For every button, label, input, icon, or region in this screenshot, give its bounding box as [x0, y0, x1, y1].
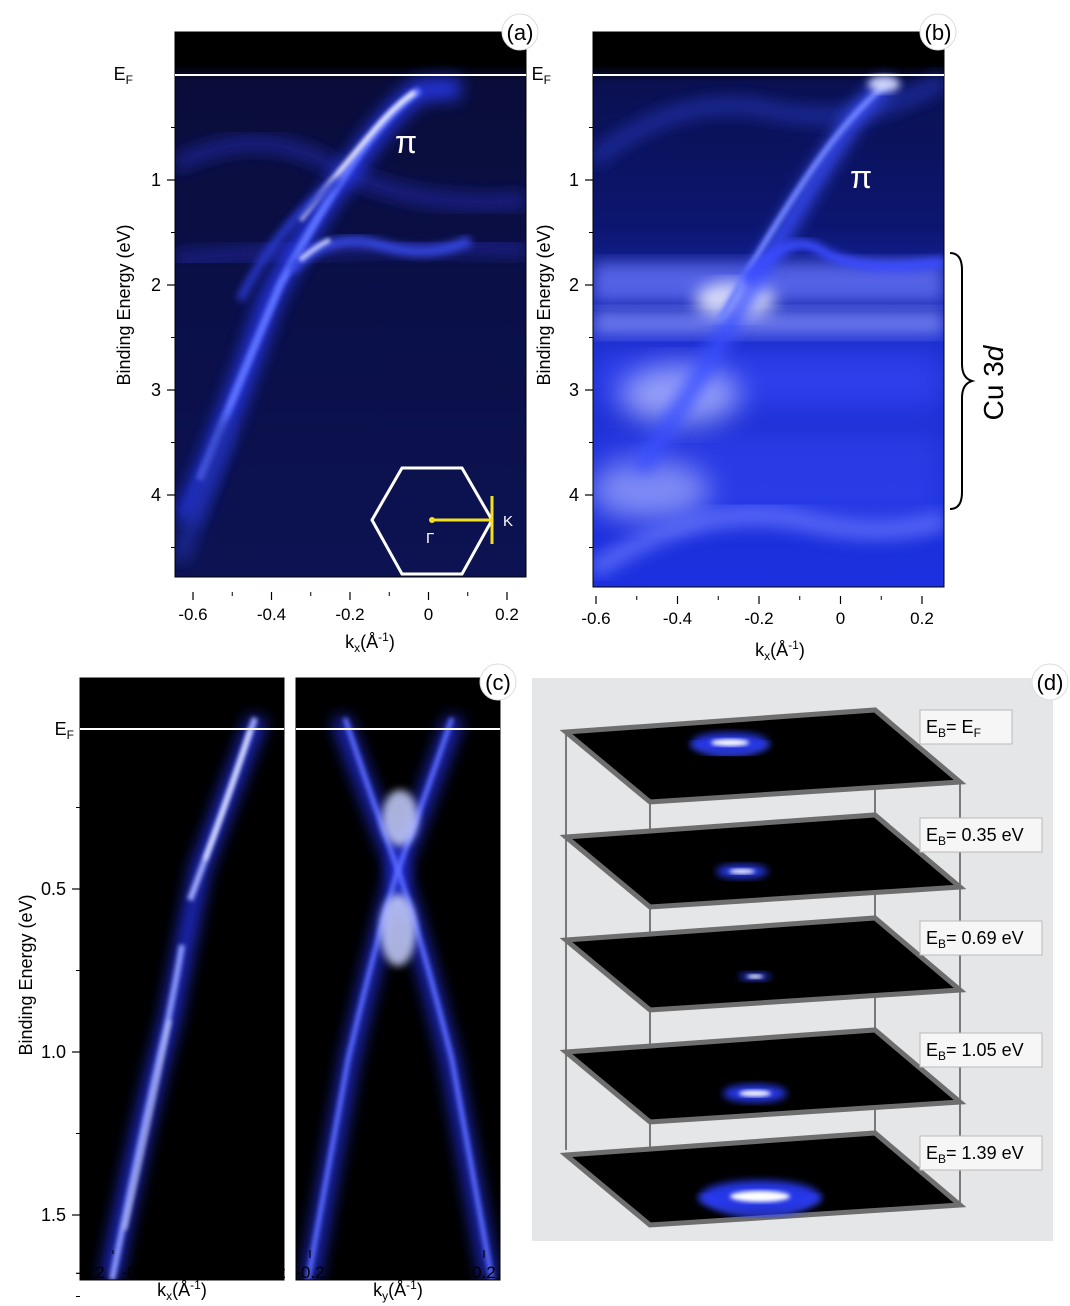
panel-c-right-image [296, 678, 500, 1280]
panel-a-ef-label: EF [114, 64, 133, 87]
x-tick-label: -0.2 [295, 1263, 324, 1282]
slice-label-1: EB= 0.35 eV [919, 817, 1043, 853]
cu3d-bracket [949, 252, 976, 510]
panel-d-letter: (d) [1037, 670, 1064, 695]
panel-c: (c) 0.5 1.0 1.5 EF Binding Energy (eV) -0.… [16, 663, 517, 1303]
panel-c-left-xlabel: kx(Å-1) [157, 1278, 207, 1303]
panel-b-letter-badge [919, 13, 957, 51]
slice-3: EB= 1.05 eV [559, 1027, 1043, 1125]
panel-d: (d) EB= EF EB= 0.35 eV EB= 0.69 eV EB= 1.05… [532, 663, 1069, 1241]
panel-b-x-ticks: -0.6 -0.4 -0.2 0 0.2 [581, 596, 934, 628]
panel-a-xlabel: kx(Å-1) [345, 630, 395, 655]
panel-c-right-x-ticks: -0.2 -0.1 0 0.1 0.2 [295, 1250, 496, 1282]
x-tick-label: 0.2 [910, 609, 934, 628]
panel-a-image [175, 32, 526, 577]
panel-a-band-label: π [395, 124, 417, 160]
y-tick-label: 3 [569, 380, 579, 400]
y-tick-label: 0.5 [41, 879, 66, 899]
x-tick-label: 0 [177, 1263, 186, 1282]
x-tick-label: -0.6 [178, 605, 207, 624]
panel-a-y-ticks: 1 2 3 4 [151, 127, 175, 548]
slice-1: EB= 0.35 eV [559, 812, 1043, 910]
slice-2: EB= 0.69 eV [559, 915, 1043, 1013]
panel-c-right-frame [295, 677, 501, 1281]
x-tick-label: -0.2 [75, 1263, 104, 1282]
panel-a: Γ K π (a) 1 2 3 4 EF Binding Energy (eV) -0… [114, 13, 539, 655]
slice-label-text: EB= EF [926, 717, 981, 740]
y-tick-label: 1.0 [41, 1042, 66, 1062]
panel-a-letter-badge [501, 13, 539, 51]
x-tick-label: 0 [392, 1263, 401, 1282]
x-tick-label: -0.1 [121, 1263, 150, 1282]
x-tick-label: -0.4 [257, 605, 286, 624]
panel-a-frame [174, 31, 527, 578]
x-tick-label: -0.2 [744, 609, 773, 628]
x-tick-label: -0.6 [581, 609, 610, 628]
slice-label-text: EB= 1.39 eV [926, 1143, 1024, 1166]
slice-plane [559, 707, 967, 805]
y-tick-label: 2 [151, 275, 161, 295]
slice-label-3: EB= 1.05 eV [919, 1032, 1043, 1068]
panel-c-ef-label: EF [55, 719, 74, 742]
panel-b-frame [592, 31, 945, 588]
y-tick-label: 2 [569, 275, 579, 295]
panel-b-band-label: π [850, 159, 872, 195]
y-tick-label: 1 [151, 170, 161, 190]
x-tick-label: -0.2 [335, 605, 364, 624]
x-tick-label: 0 [424, 605, 433, 624]
panel-a-inset-brillouin-zone: Γ K [370, 466, 513, 576]
hexagon-icon [370, 466, 494, 576]
slice-label-2: EB= 0.69 eV [919, 920, 1043, 956]
y-tick-label: 4 [569, 485, 579, 505]
y-tick-label: 1 [569, 170, 579, 190]
x-tick-label: -0.4 [663, 609, 692, 628]
panel-c-letter: (c) [485, 670, 511, 695]
slice-label-text: EB= 0.35 eV [926, 825, 1024, 848]
panel-b-image [593, 32, 944, 587]
panel-c-right-xlabel: ky(Å-1) [373, 1278, 423, 1303]
x-tick-label: 0 [836, 609, 845, 628]
panel-b-y-ticks: 1 2 3 4 [569, 127, 593, 548]
panel-d-letter-badge [1031, 663, 1069, 701]
panel-d-slices: EB= EF EB= 0.35 eV EB= 0.69 eV EB= 1.05 eV E… [559, 707, 1043, 1228]
panel-b-ef-label: EF [532, 64, 551, 87]
slice-plane [559, 915, 967, 1013]
y-tick-label: 3 [151, 380, 161, 400]
slice-plane [559, 812, 967, 910]
k-label: K [503, 513, 513, 530]
gamma-label: Γ [426, 530, 434, 547]
panel-b-ylabel: Binding Energy (eV) [534, 224, 554, 385]
panel-c-left-image [80, 678, 284, 1280]
x-tick-label: 0.1 [216, 1263, 240, 1282]
slice-label-0: EB= EF [919, 709, 1013, 745]
x-tick-label: 0.1 [429, 1263, 453, 1282]
panel-b-letter: (b) [925, 20, 952, 45]
slice-plane [559, 1130, 967, 1228]
panel-a-letter: (a) [507, 20, 534, 45]
slice-4: EB= 1.39 eV [559, 1130, 1043, 1228]
panel-a-ylabel: Binding Energy (eV) [114, 224, 134, 385]
slice-plane [559, 1027, 967, 1125]
slice-0: EB= EF [559, 707, 1013, 805]
panel-a-x-ticks: -0.6 -0.4 -0.2 0 0.2 [178, 592, 519, 624]
cu3d-label: Cu 3d [978, 344, 1009, 420]
panel-c-left-x-ticks: -0.2 -0.1 0 0.1 0.2 [75, 1250, 286, 1282]
y-tick-label: 4 [151, 485, 161, 505]
slice-label-4: EB= 1.39 eV [919, 1135, 1043, 1171]
panel-c-ylabel: Binding Energy (eV) [16, 894, 36, 1055]
slice-label-text: EB= 0.69 eV [926, 928, 1024, 951]
x-tick-label: 0.2 [262, 1263, 286, 1282]
panel-b-xlabel: kx(Å-1) [755, 638, 805, 663]
x-tick-label: -0.1 [339, 1263, 368, 1282]
slice-label-text: EB= 1.05 eV [926, 1040, 1024, 1063]
x-tick-label: 0.2 [472, 1263, 496, 1282]
panel-c-letter-badge [479, 663, 517, 701]
x-tick-label: 0.2 [495, 605, 519, 624]
gamma-point-icon [429, 517, 435, 523]
y-tick-label: 1.5 [41, 1205, 66, 1225]
panel-c-left-frame [79, 677, 285, 1281]
panel-c-y-ticks: 0.5 1.0 1.5 [41, 807, 80, 1297]
